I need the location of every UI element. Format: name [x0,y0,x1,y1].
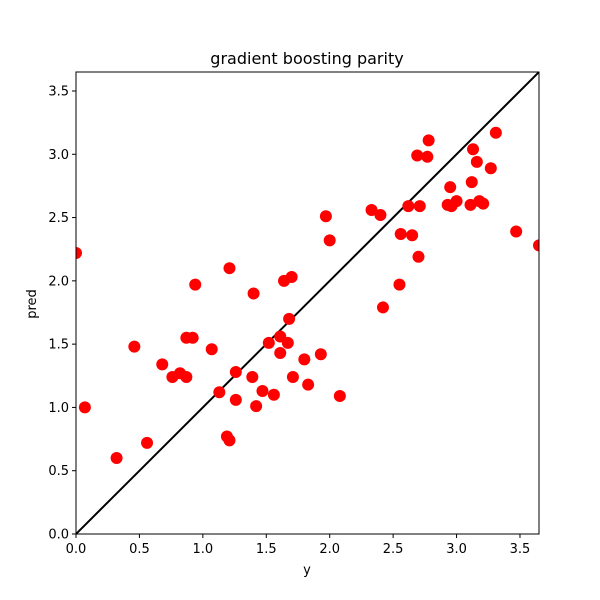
scatter-point [411,149,424,162]
scatter-point [180,371,193,384]
scatter-point [267,388,280,401]
y-tick-label: 2.5 [48,211,69,226]
y-tick-label: 0.5 [48,464,69,479]
x-tick-label: 2.5 [383,542,404,557]
scatter-point [110,452,123,465]
scatter-point [128,340,141,353]
x-tick-label: 0.0 [66,542,87,557]
plot-area [76,72,539,534]
y-tick-label: 2.0 [48,274,69,289]
scatter-point [394,228,407,241]
scatter-point [256,384,269,397]
scatter-point [76,247,82,260]
scatter-point [323,234,336,247]
y-tick-label: 3.5 [48,84,69,99]
chart-title: gradient boosting parity [210,49,403,68]
scatter-point [477,197,490,210]
y-tick-label: 1.5 [48,338,69,353]
scatter-point [186,331,199,344]
scatter-point [229,365,242,378]
scatter-point [314,348,327,361]
scatter-point [302,378,315,391]
scatter-point [406,229,419,242]
scatter-point [213,386,226,399]
y-tick-label: 0.0 [48,528,69,543]
scatter-point [412,250,425,263]
scatter-point [246,371,259,384]
scatter-point [376,301,389,314]
scatter-point [365,203,378,216]
scatter-point [374,209,387,222]
x-tick-label: 3.5 [510,542,531,557]
x-axis-label: y [303,563,311,578]
scatter-point [298,353,311,366]
x-tick-label: 0.5 [129,542,150,557]
scatter-point [262,336,275,349]
scatter-point [247,287,260,300]
scatter-point [484,162,497,175]
x-tick-label: 2.0 [319,542,340,557]
scatter-point [465,176,478,189]
scatter-point [189,278,202,291]
y-axis-label: pred [25,289,40,319]
scatter-point [285,271,298,284]
x-tick-label: 3.0 [446,542,467,557]
parity-reference-line [76,72,539,534]
x-tick-label: 1.5 [256,542,277,557]
scatter-point [223,262,236,275]
scatter-point [156,358,169,371]
scatter-point [450,195,463,208]
scatter-point [489,126,502,139]
scatter-point [229,393,242,406]
scatter-point [78,401,91,414]
scatter-point [444,181,457,194]
scatter-point [283,312,296,325]
scatter-point [402,200,415,213]
scatter-point [274,346,287,359]
scatter-point [533,239,539,252]
scatter-point [141,436,154,449]
scatter-point [223,434,236,447]
scatter-point [470,155,483,168]
scatter-point [510,225,523,238]
scatter-point [250,400,263,413]
scatter-point [467,143,480,156]
scatter-point [393,278,406,291]
scatter-point [413,200,426,213]
scatter-point [205,343,218,356]
y-tick-label: 3.0 [48,148,69,163]
scatter-point [286,371,299,384]
scatter-point [333,390,346,403]
axes-frame [75,71,540,535]
scatter-point [422,134,435,147]
axes: 0.0 0.5 1.0 1.5 2.0 2.5 3.0 3.5 0.0 0.5 1.0 1.5 2.0 2… [48,71,540,557]
x-tick-label: 1.0 [193,542,214,557]
scatter-point [319,210,332,223]
scatter-point [421,150,434,163]
y-tick-label: 1.0 [48,401,69,416]
scatter-point [281,336,294,349]
